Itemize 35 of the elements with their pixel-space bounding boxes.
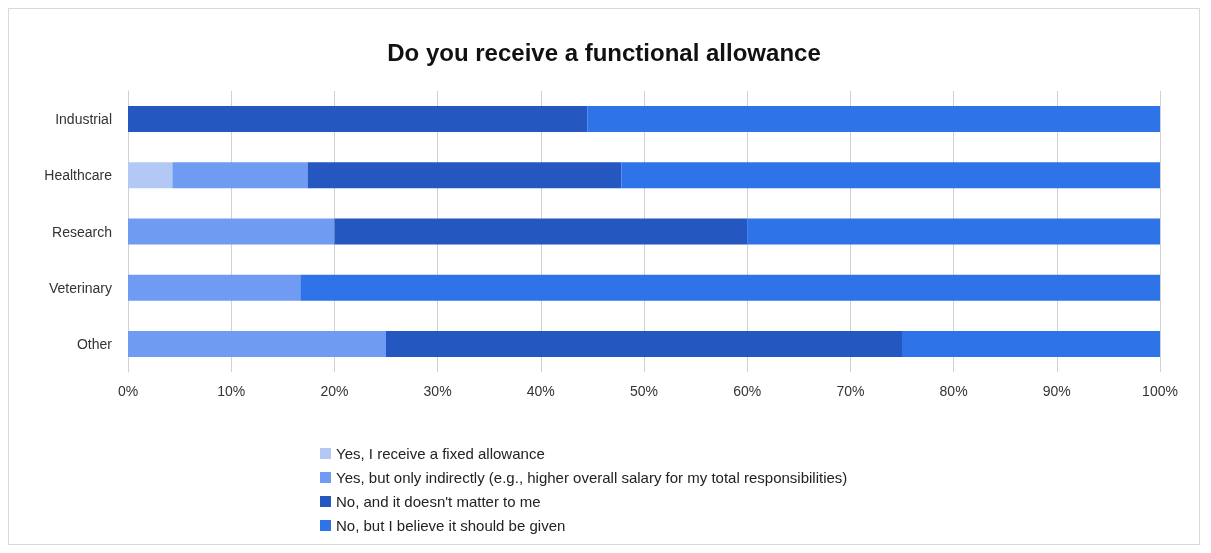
y-tick-label: Healthcare — [44, 167, 113, 184]
bar — [307, 162, 622, 189]
x-tick-label: 60% — [733, 383, 762, 399]
bar — [621, 162, 1160, 189]
bar — [747, 218, 1160, 245]
x-tick-label: 30% — [423, 383, 452, 399]
x-tick-label: 40% — [526, 383, 555, 399]
bar — [128, 106, 588, 133]
x-tick-label: 50% — [629, 383, 659, 399]
y-tick-label: Research — [52, 223, 112, 240]
x-tick-label: 0% — [117, 383, 139, 399]
legend-label: No, but I believe it should be given — [336, 517, 566, 534]
bar — [128, 274, 301, 301]
bar — [128, 162, 173, 189]
legend-label: Yes, I receive a fixed allowance — [336, 445, 545, 462]
x-tick-label: 90% — [1042, 383, 1071, 399]
bar — [128, 218, 335, 245]
bar — [300, 274, 1160, 301]
legend-label: Yes, but only indirectly (e.g., higher overall salary for my total responsibilities) — [336, 469, 848, 486]
y-tick-label: Veterinary — [48, 279, 112, 296]
bar — [172, 162, 308, 189]
x-tick-label: 20% — [320, 383, 349, 399]
chart-title: Do you receive a functional allowance — [387, 38, 821, 66]
bar — [334, 218, 748, 245]
x-tick-label: 80% — [939, 383, 968, 399]
x-tick-label: 10% — [217, 383, 246, 399]
x-tick-label: 70% — [836, 383, 865, 399]
y-tick-label: Industrial — [55, 111, 112, 128]
bar — [902, 330, 1160, 357]
bar — [587, 106, 1160, 133]
bar — [128, 330, 386, 357]
bar — [386, 330, 902, 357]
legend-label: No, and it doesn't matter to me — [336, 493, 541, 510]
y-tick-label: Other — [76, 335, 113, 352]
x-tick-label: 100% — [1142, 383, 1178, 399]
